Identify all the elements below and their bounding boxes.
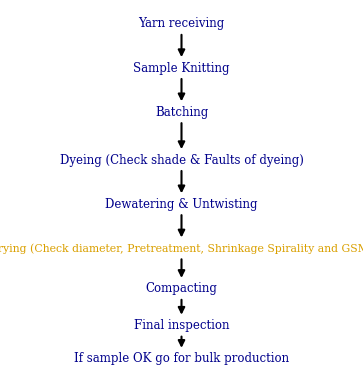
Text: Batching: Batching <box>155 106 208 119</box>
Text: Yarn receiving: Yarn receiving <box>138 17 225 31</box>
Text: Sample Knitting: Sample Knitting <box>133 61 230 75</box>
Text: Dewatering & Untwisting: Dewatering & Untwisting <box>105 198 258 211</box>
Text: Final inspection: Final inspection <box>134 319 229 332</box>
Text: Drying (Check diameter, Pretreatment, Shrinkage Spirality and GSM): Drying (Check diameter, Pretreatment, Sh… <box>0 243 363 254</box>
Text: If sample OK go for bulk production: If sample OK go for bulk production <box>74 352 289 365</box>
Text: Dyeing (Check shade & Faults of dyeing): Dyeing (Check shade & Faults of dyeing) <box>60 153 303 167</box>
Text: Compacting: Compacting <box>146 282 217 296</box>
